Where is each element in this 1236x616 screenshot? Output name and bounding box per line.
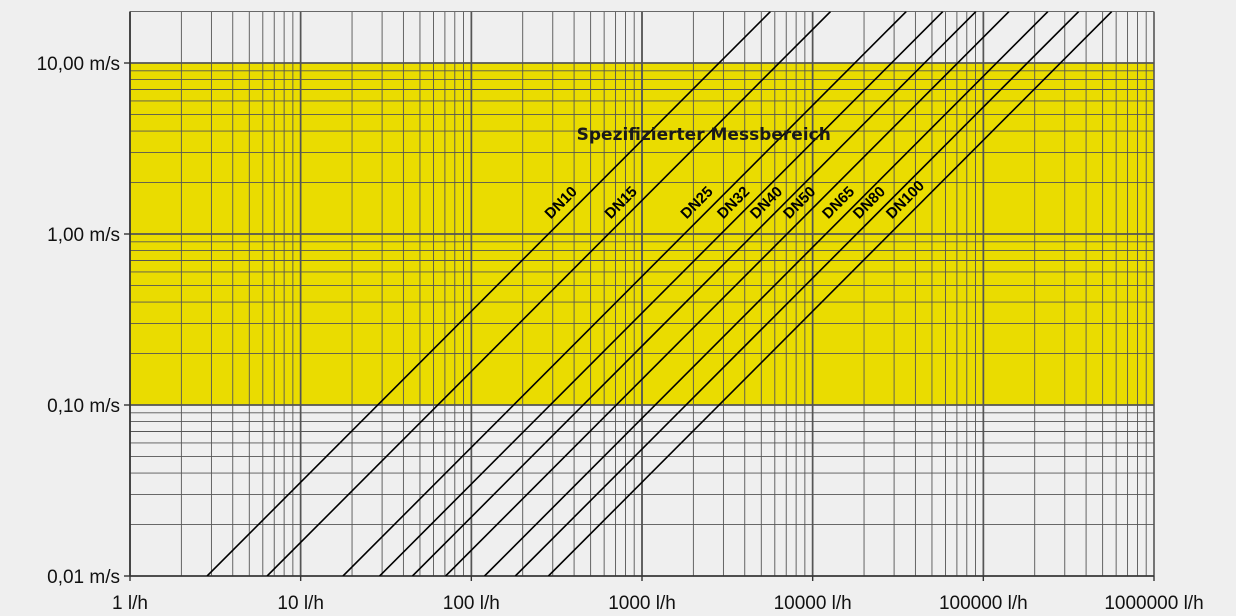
x-tick-label: 1 l/h: [112, 593, 148, 614]
y-tick-label: 0,10 m/s: [47, 396, 120, 417]
series-line-dn15: [266, 11, 832, 577]
series-line-dn80: [514, 11, 1080, 577]
y-tick-label: 1,00 m/s: [47, 225, 120, 246]
x-tick-label: 1000000 l/h: [1104, 593, 1203, 614]
y-tick-label: 10,00 m/s: [37, 54, 120, 75]
axes: 1 l/h 10 l/h 100 l/h 1000 l/h 10000 l/h 10000…: [37, 11, 1204, 614]
series-line-dn40: [411, 11, 977, 577]
x-tick-label: 10000 l/h: [774, 593, 852, 614]
series-line-dn65: [483, 11, 1049, 577]
x-tick-label: 1000 l/h: [608, 593, 676, 614]
series-line-dn100: [547, 11, 1113, 577]
series-lines: [206, 11, 1113, 577]
x-tick-label: 100 l/h: [443, 593, 500, 614]
series-line-dn10: [206, 11, 771, 577]
series-line-dn32: [379, 11, 944, 577]
band-label: Spezifizierter Messbereich: [577, 125, 831, 145]
series-line-dn25: [342, 11, 907, 577]
series-line-dn50: [445, 11, 1010, 577]
y-tick-label: 0,01 m/s: [47, 567, 120, 588]
x-tick-label: 100000 l/h: [939, 593, 1028, 614]
x-tick-label: 10 l/h: [277, 593, 323, 614]
